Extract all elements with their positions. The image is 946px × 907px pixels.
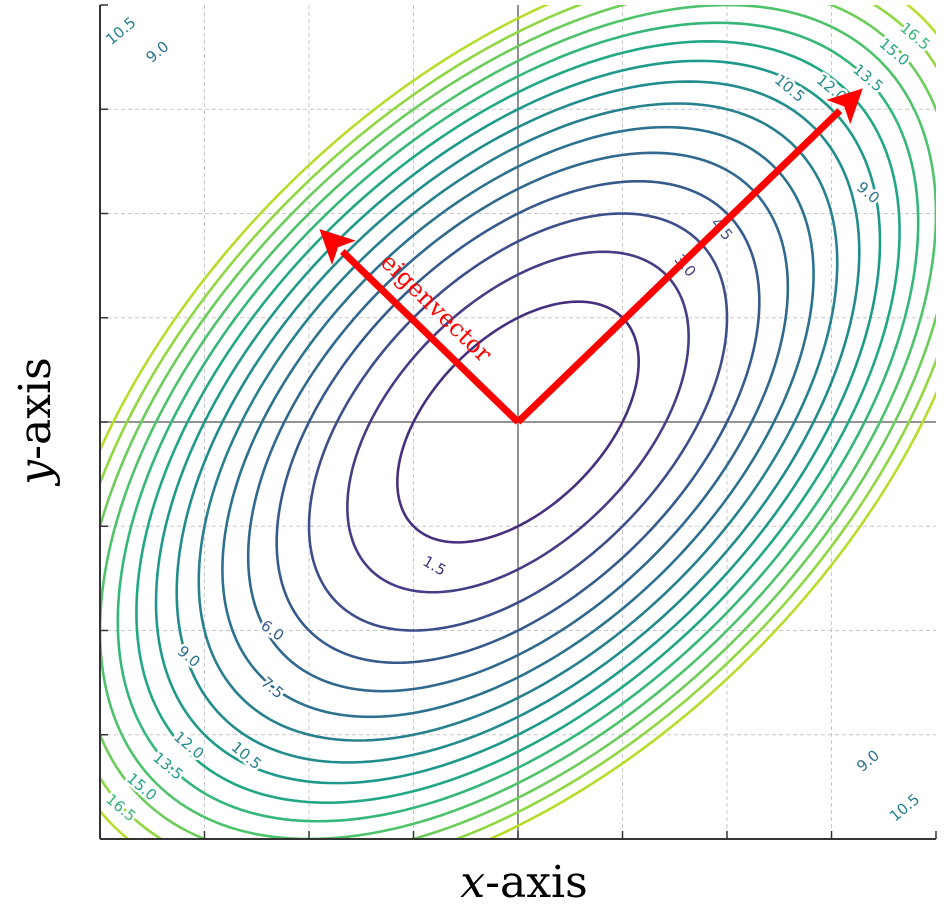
contour-lines xyxy=(100,5,936,839)
contour-line xyxy=(246,151,790,693)
contour-line xyxy=(100,5,936,839)
axes-frame xyxy=(99,4,937,840)
contour-label-text: 1.5 xyxy=(420,552,450,580)
contour-label: 13.5 xyxy=(847,58,889,98)
contour-label-text: 13.5 xyxy=(149,748,186,783)
eigenvector-head xyxy=(319,229,356,266)
contour-line xyxy=(100,5,936,839)
contour-line xyxy=(197,102,839,742)
y-axis-label: y-axis xyxy=(10,357,61,486)
contour-label: 9.0 xyxy=(851,744,886,778)
contour-label-text: 13.5 xyxy=(849,60,886,95)
contour-label-text: 9.0 xyxy=(174,642,204,671)
contour-line xyxy=(116,21,920,823)
contour-line xyxy=(154,59,882,785)
contour-line xyxy=(275,179,761,665)
contour-line xyxy=(221,125,815,719)
contour-label-text: 9.0 xyxy=(853,178,883,207)
contour-label: 10.5 xyxy=(100,11,142,51)
contour-line xyxy=(100,5,936,839)
axis-variable: y xyxy=(10,459,61,487)
contour-label-text: 9.0 xyxy=(143,37,173,66)
contour-label: 9.0 xyxy=(851,176,886,210)
contour-line xyxy=(135,40,901,804)
contour-label: 1.5 xyxy=(417,550,452,583)
contour-line xyxy=(346,250,690,594)
contour-label: 13.5 xyxy=(147,746,189,786)
x-axis-label: x-axis xyxy=(460,857,587,907)
contour-label: 9.0 xyxy=(171,639,206,673)
contour-line xyxy=(175,80,861,764)
eigenvector-shaft xyxy=(339,248,521,425)
contour-line xyxy=(100,5,936,839)
contour-label: 9.0 xyxy=(140,35,175,69)
contour-label-text: 10.5 xyxy=(886,790,923,825)
contour-line xyxy=(396,300,640,544)
contour-line xyxy=(307,212,729,632)
contour-label-text: 9.0 xyxy=(853,746,883,775)
contour-label-text: 10.5 xyxy=(102,13,139,48)
contour-label: 10.5 xyxy=(884,788,926,828)
eigenvector-head xyxy=(826,88,863,125)
axis-suffix: -axis xyxy=(485,857,588,907)
eigenvector-shaft xyxy=(515,108,843,425)
axis-suffix: -axis xyxy=(10,357,61,460)
axis-variable: x xyxy=(460,857,485,907)
